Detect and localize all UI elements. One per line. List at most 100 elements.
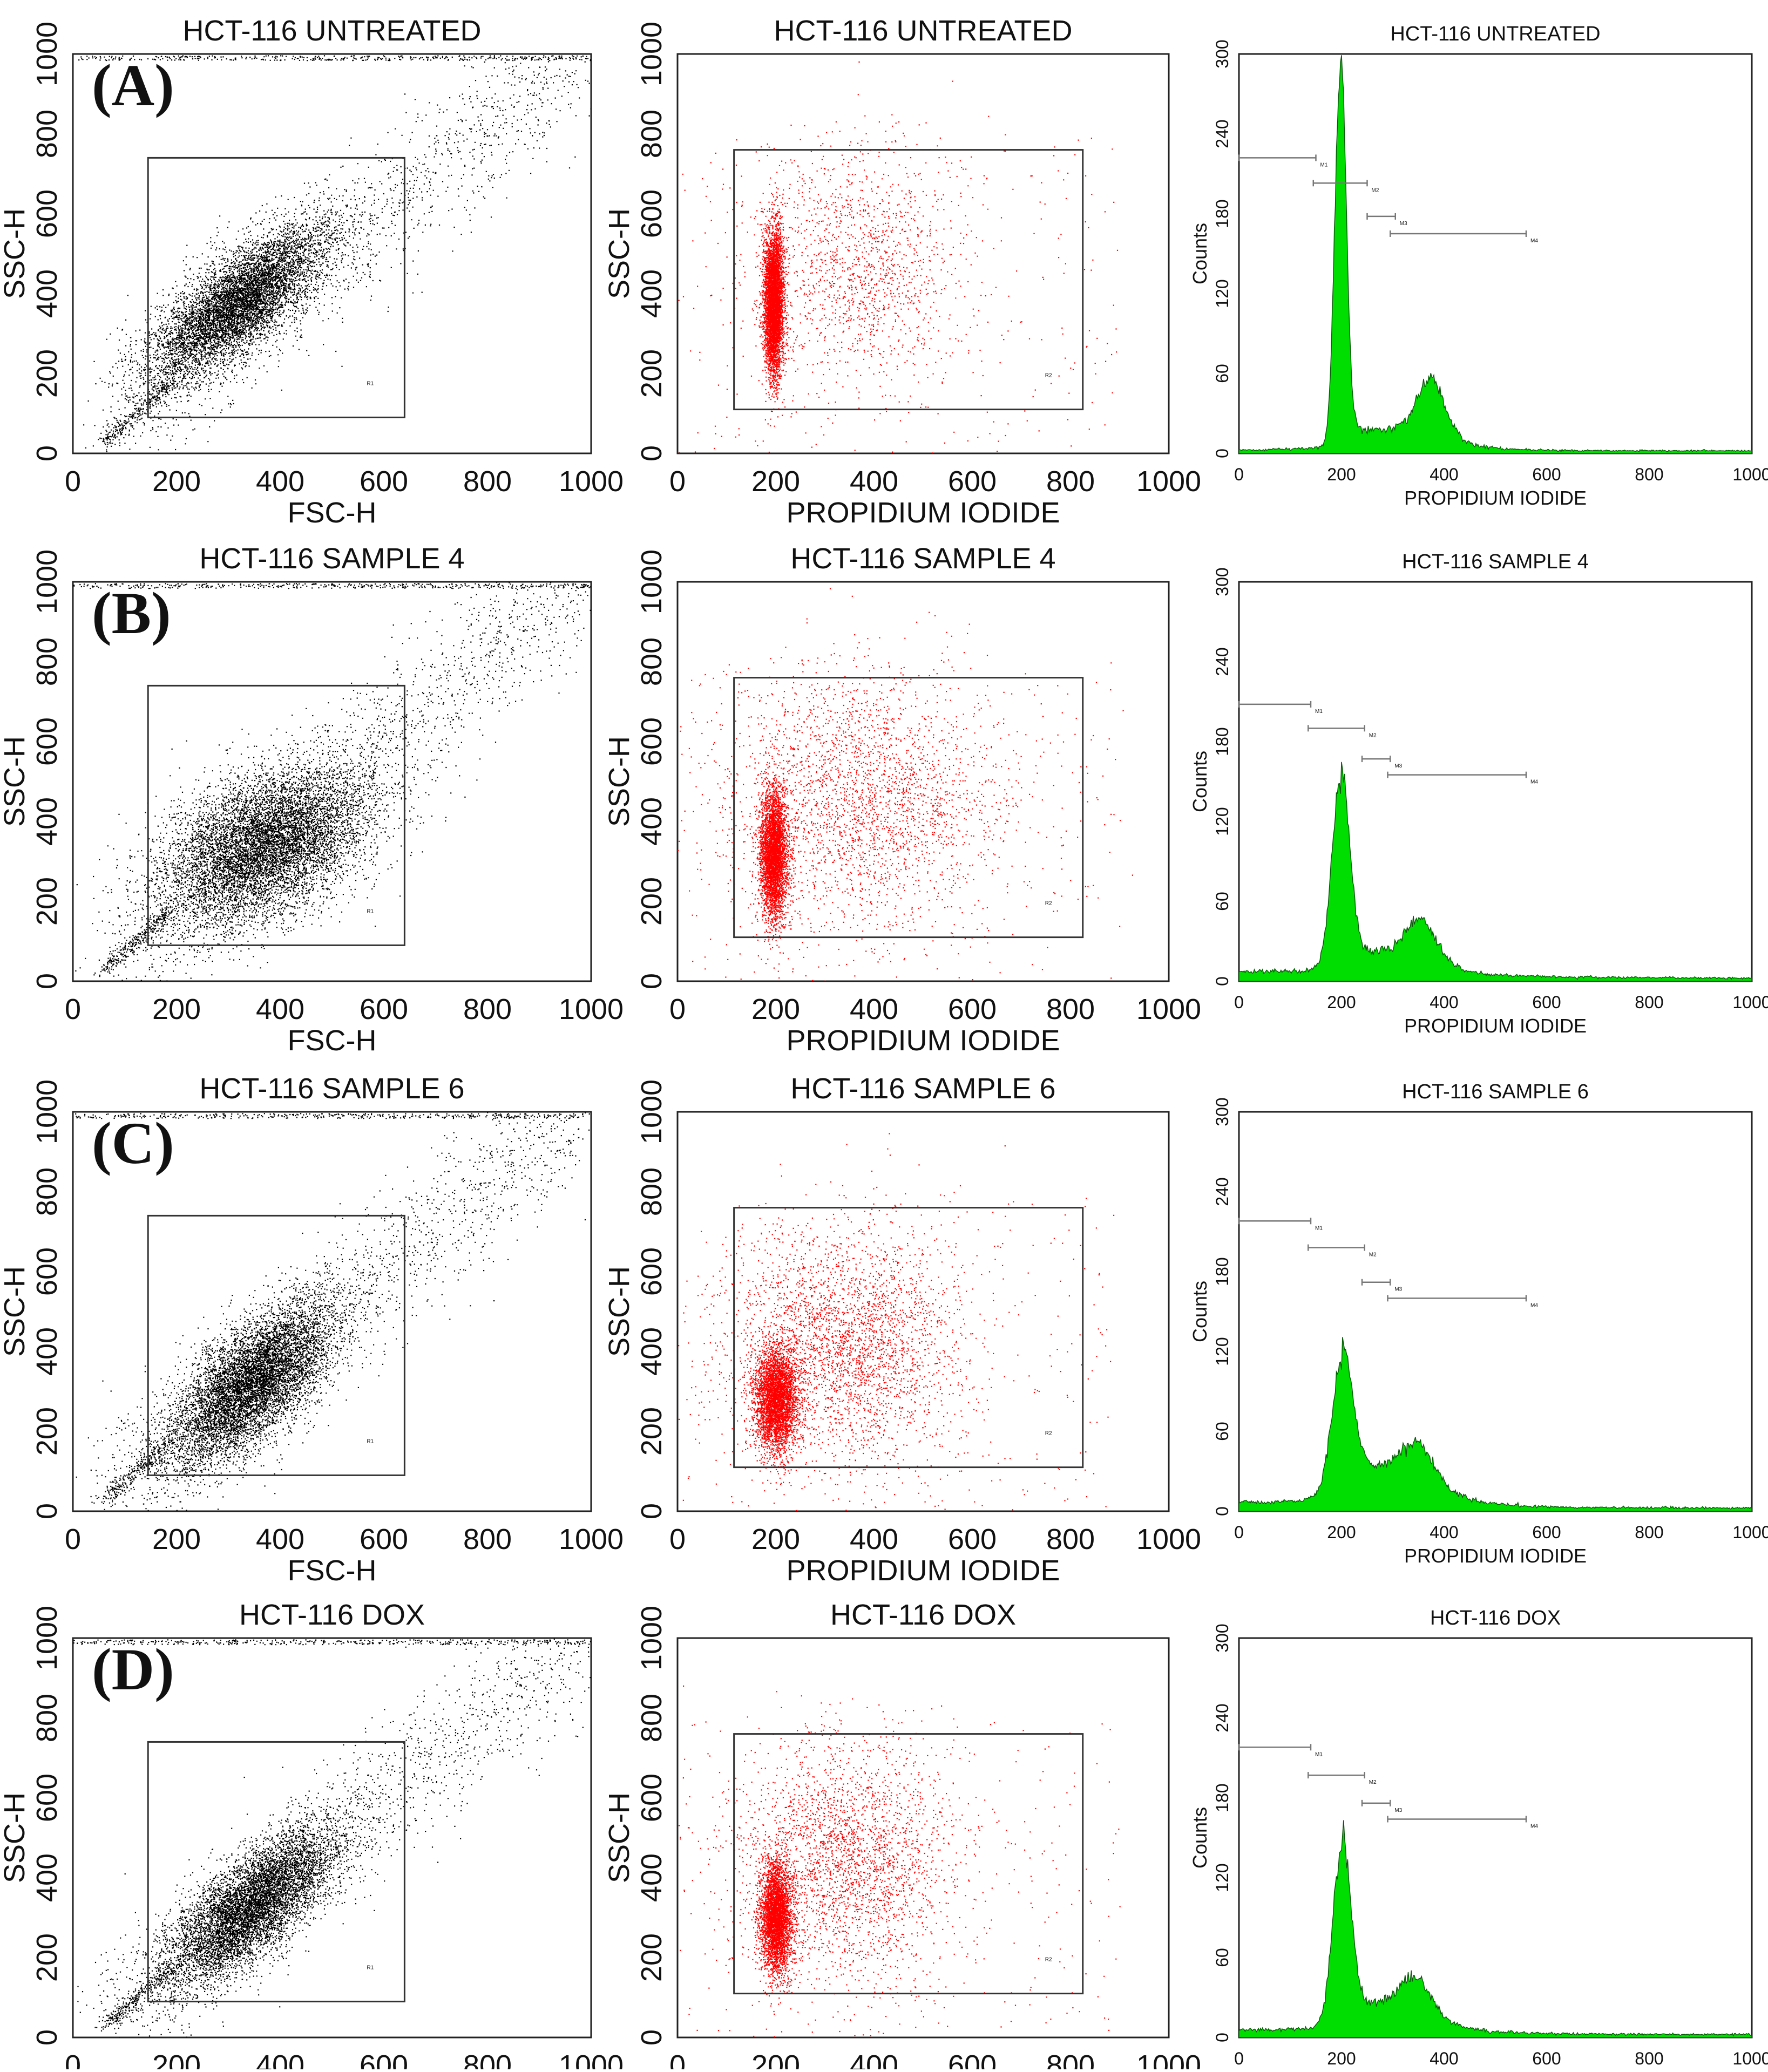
x-tick-label: 400 <box>850 465 898 498</box>
plot-frame <box>678 1638 1169 2037</box>
chart-title: HCT-116 UNTREATED <box>1390 23 1600 45</box>
dna-histogram: HCT-116 SAMPLE 40 200 400 600 800 10000601201… <box>1189 551 1768 1037</box>
y-tick-label: 1000 <box>635 1606 668 1670</box>
y-tick-label: 1000 <box>31 1606 63 1670</box>
x-tick-label: 1000 <box>1136 993 1201 1025</box>
gate-region <box>734 1734 1083 1994</box>
gate-region <box>734 150 1083 410</box>
x-axis-label: PROPIDIUM IODIDE <box>786 1024 1060 1057</box>
x-tick-label: 1000 <box>1732 993 1768 1012</box>
marker-label: M1 <box>1315 1751 1323 1757</box>
y-tick-label: 600 <box>31 189 63 238</box>
x-tick-label: 1000 <box>559 1523 624 1555</box>
scatter-points <box>678 1133 1114 1511</box>
histogram-area <box>1239 1337 1752 1511</box>
x-tick-label: 400 <box>850 993 898 1025</box>
x-axis-label: PROPIDIUM IODIDE <box>1404 1015 1587 1037</box>
marker-label: M4 <box>1530 779 1538 785</box>
y-tick-label: 120 <box>1212 1863 1232 1892</box>
x-tick-label: 200 <box>751 2049 800 2069</box>
y-tick-label: 400 <box>635 1327 668 1376</box>
y-tick-label: 300 <box>1212 1097 1232 1126</box>
x-tick-label: 1000 <box>1136 2049 1201 2069</box>
x-tick-label: 0 <box>669 1523 686 1555</box>
x-axis-label: FSC-H <box>288 497 377 529</box>
x-tick-label: 400 <box>850 1523 898 1555</box>
x-tick-label: 800 <box>1635 465 1663 484</box>
chart-title: HCT-116 SAMPLE 6 <box>1402 1081 1589 1103</box>
y-tick-label: 0 <box>635 445 668 461</box>
y-tick-label: 0 <box>31 445 63 461</box>
x-tick-label: 600 <box>360 465 408 498</box>
x-tick-label: 400 <box>256 993 304 1025</box>
histogram-area <box>1239 55 1752 453</box>
x-axis-label: PROPIDIUM IODIDE <box>1404 1545 1587 1567</box>
marker-m4: M4 <box>1390 230 1538 244</box>
y-tick-label: 200 <box>31 877 63 926</box>
y-axis-label: Counts <box>1189 1807 1211 1869</box>
marker-label: M3 <box>1394 1808 1402 1813</box>
x-tick-label: 200 <box>152 2049 201 2069</box>
y-tick-label: 800 <box>31 1167 63 1216</box>
y-tick-label: 0 <box>635 1503 668 1519</box>
y-tick-label: 1000 <box>635 1079 668 1144</box>
marker-label: M1 <box>1320 162 1328 168</box>
x-tick-label: 200 <box>1327 2049 1356 2068</box>
x-tick-label: 600 <box>1532 1523 1561 1542</box>
marker-m4: M4 <box>1388 1816 1539 1829</box>
y-tick-label: 0 <box>1212 2033 1232 2042</box>
y-tick-label: 800 <box>635 1694 668 1742</box>
marker-m2: M2 <box>1308 1772 1377 1785</box>
chart-title: HCT-116 SAMPLE 6 <box>199 1072 464 1105</box>
chart-title: HCT-116 UNTREATED <box>774 15 1072 47</box>
x-tick-label: 0 <box>669 465 686 498</box>
y-axis-label: SSC-H <box>0 208 31 299</box>
marker-label: M1 <box>1315 1225 1323 1231</box>
y-tick-label: 200 <box>635 349 668 398</box>
x-tick-label: 600 <box>360 993 408 1025</box>
x-tick-label: 600 <box>948 1523 997 1555</box>
y-tick-label: 800 <box>635 110 668 158</box>
y-tick-label: 0 <box>1212 449 1232 458</box>
chart-title: HCT-116 SAMPLE 4 <box>199 542 464 575</box>
x-tick-label: 800 <box>1635 993 1663 1012</box>
x-tick-label: 800 <box>463 2049 512 2069</box>
marker-m2: M2 <box>1308 725 1377 738</box>
y-axis-label: SSC-H <box>603 736 635 827</box>
y-tick-label: 200 <box>31 1933 63 1982</box>
y-tick-label: 400 <box>31 797 63 846</box>
plot-frame <box>678 1112 1169 1511</box>
marker-m1: M1 <box>1239 154 1328 168</box>
x-tick-label: 600 <box>948 465 997 498</box>
marker-label: M3 <box>1394 763 1402 769</box>
x-tick-label: 600 <box>1532 465 1561 484</box>
x-tick-label: 0 <box>65 2049 81 2069</box>
scatter-points <box>679 1686 1121 2038</box>
y-tick-label: 180 <box>1212 1257 1232 1286</box>
y-axis-label: SSC-H <box>0 1266 31 1357</box>
y-tick-label: 400 <box>635 269 668 318</box>
marker-m3: M3 <box>1367 213 1408 227</box>
panel-label: (D) <box>92 1636 174 1702</box>
x-tick-label: 400 <box>850 2049 898 2069</box>
marker-label: M3 <box>1394 1287 1402 1293</box>
y-tick-label: 200 <box>31 349 63 398</box>
x-tick-label: 400 <box>256 2049 304 2069</box>
y-tick-label: 300 <box>1212 39 1232 68</box>
x-tick-label: 600 <box>360 2049 408 2069</box>
marker-m3: M3 <box>1362 1279 1403 1293</box>
dna-histogram: HCT-116 SAMPLE 60 200 400 600 800 10000601201… <box>1189 1081 1768 1567</box>
x-tick-label: 1000 <box>1732 1523 1768 1542</box>
x-tick-label: 200 <box>152 993 201 1025</box>
y-axis-label: Counts <box>1189 1281 1211 1342</box>
gate-label: R2 <box>1045 1431 1052 1437</box>
y-tick-label: 300 <box>1212 567 1232 596</box>
row-B: (B)HCT-116 SAMPLE 40 200 400 600 800 10000200… <box>0 542 1768 1057</box>
y-tick-label: 800 <box>31 637 63 686</box>
x-tick-label: 200 <box>1327 1523 1356 1542</box>
y-tick-label: 240 <box>1212 647 1232 676</box>
